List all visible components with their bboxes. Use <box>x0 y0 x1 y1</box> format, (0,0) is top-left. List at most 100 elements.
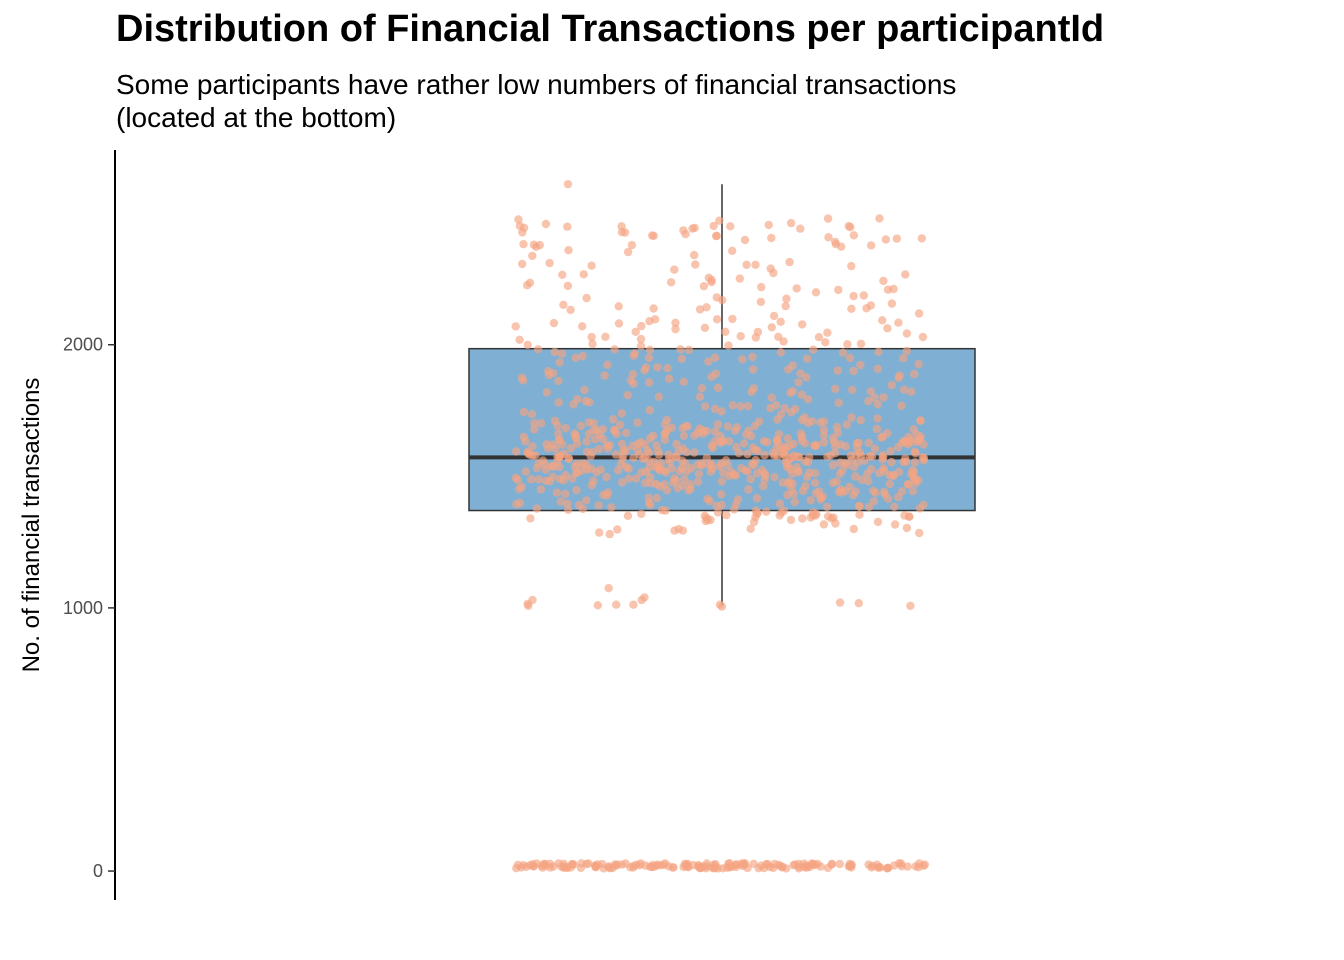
jitter-point <box>570 429 579 438</box>
jitter-point <box>604 584 613 593</box>
jitter-point <box>834 487 844 497</box>
jitter-point <box>694 469 704 479</box>
jitter-point <box>914 360 923 369</box>
jitter-point <box>780 404 789 413</box>
jitter-point <box>847 304 856 313</box>
jitter-point <box>518 259 527 269</box>
jitter-point <box>833 428 843 437</box>
jitter-point <box>519 407 529 417</box>
jitter-point <box>831 384 840 394</box>
jitter-point <box>819 520 829 529</box>
jitter-point <box>571 353 580 362</box>
jitter-point <box>781 301 790 311</box>
jitter-point <box>615 420 625 429</box>
jitter-point <box>848 385 857 395</box>
jitter-point <box>766 264 775 273</box>
jitter-point <box>823 214 833 223</box>
jitter-point <box>671 318 680 327</box>
jitter-point <box>582 496 591 505</box>
jitter-point <box>901 270 910 279</box>
jitter-point <box>564 505 573 514</box>
jitter-point <box>612 429 621 439</box>
jitter-point <box>865 451 875 461</box>
jitter-point <box>894 467 904 477</box>
jitter-point <box>710 353 720 362</box>
jitter-point <box>846 861 856 870</box>
jitter-point <box>831 519 840 528</box>
jitter-point <box>914 476 923 485</box>
jitter-point <box>559 300 568 309</box>
jitter-point <box>550 347 559 357</box>
jitter-point <box>859 291 868 300</box>
jitter-point <box>811 511 820 520</box>
jitter-point <box>682 448 691 457</box>
jitter-point <box>706 467 715 476</box>
jitter-point <box>748 365 758 374</box>
jitter-point <box>786 515 796 525</box>
jitter-point <box>874 347 883 357</box>
jitter-point <box>907 387 916 396</box>
jitter-point <box>512 447 521 456</box>
jitter-point <box>767 233 776 243</box>
jitter-point <box>587 332 596 342</box>
jitter-point <box>809 860 818 869</box>
jitter-point <box>645 345 655 354</box>
jitter-point <box>696 863 706 873</box>
jitter-point <box>823 512 833 521</box>
jitter-point <box>788 361 797 370</box>
jitter-point <box>658 506 667 515</box>
jitter-points <box>511 180 929 873</box>
jitter-point <box>629 453 638 463</box>
jitter-point <box>803 472 812 482</box>
jitter-point <box>628 370 638 379</box>
jitter-point <box>856 360 865 370</box>
jitter-point <box>672 452 681 462</box>
jitter-point <box>593 860 602 869</box>
jitter-point <box>644 353 654 363</box>
jitter-point <box>582 437 591 446</box>
jitter-point <box>566 305 575 315</box>
jitter-point <box>748 352 757 362</box>
jitter-point <box>910 458 920 467</box>
jitter-point <box>725 437 734 446</box>
jitter-point <box>725 862 735 871</box>
y-axis-title: No. of financial transactions <box>18 378 45 673</box>
jitter-point <box>584 418 593 427</box>
jitter-point <box>879 276 888 286</box>
jitter-point <box>918 332 928 342</box>
jitter-point <box>523 340 532 350</box>
jitter-point <box>681 459 690 468</box>
jitter-point <box>864 502 874 512</box>
jitter-point <box>843 340 852 349</box>
jitter-point <box>690 250 699 260</box>
jitter-point <box>713 383 723 392</box>
jitter-point <box>671 324 680 334</box>
jitter-point <box>588 339 597 349</box>
jitter-point <box>566 443 576 453</box>
jitter-point <box>684 345 694 355</box>
jitter-point <box>555 358 564 367</box>
jitter-point <box>660 480 669 489</box>
jitter-point <box>623 247 633 257</box>
jitter-point <box>545 477 555 486</box>
jitter-point <box>870 393 879 402</box>
jitter-point <box>654 392 663 401</box>
jitter-point <box>533 345 543 354</box>
jitter-point <box>887 299 897 308</box>
jitter-point <box>614 302 623 311</box>
jitter-point <box>592 468 601 477</box>
jitter-point <box>857 475 867 484</box>
jitter-point <box>914 862 923 872</box>
jitter-point <box>851 472 860 481</box>
jitter-point <box>831 442 840 451</box>
jitter-point <box>773 435 782 444</box>
jitter-point <box>739 439 749 448</box>
jitter-point <box>606 864 615 873</box>
jitter-point <box>558 440 567 449</box>
jitter-point <box>661 428 670 438</box>
jitter-point <box>557 349 567 358</box>
jitter-point <box>617 439 627 449</box>
jitter-point <box>880 487 889 497</box>
jitter-point <box>879 393 888 402</box>
